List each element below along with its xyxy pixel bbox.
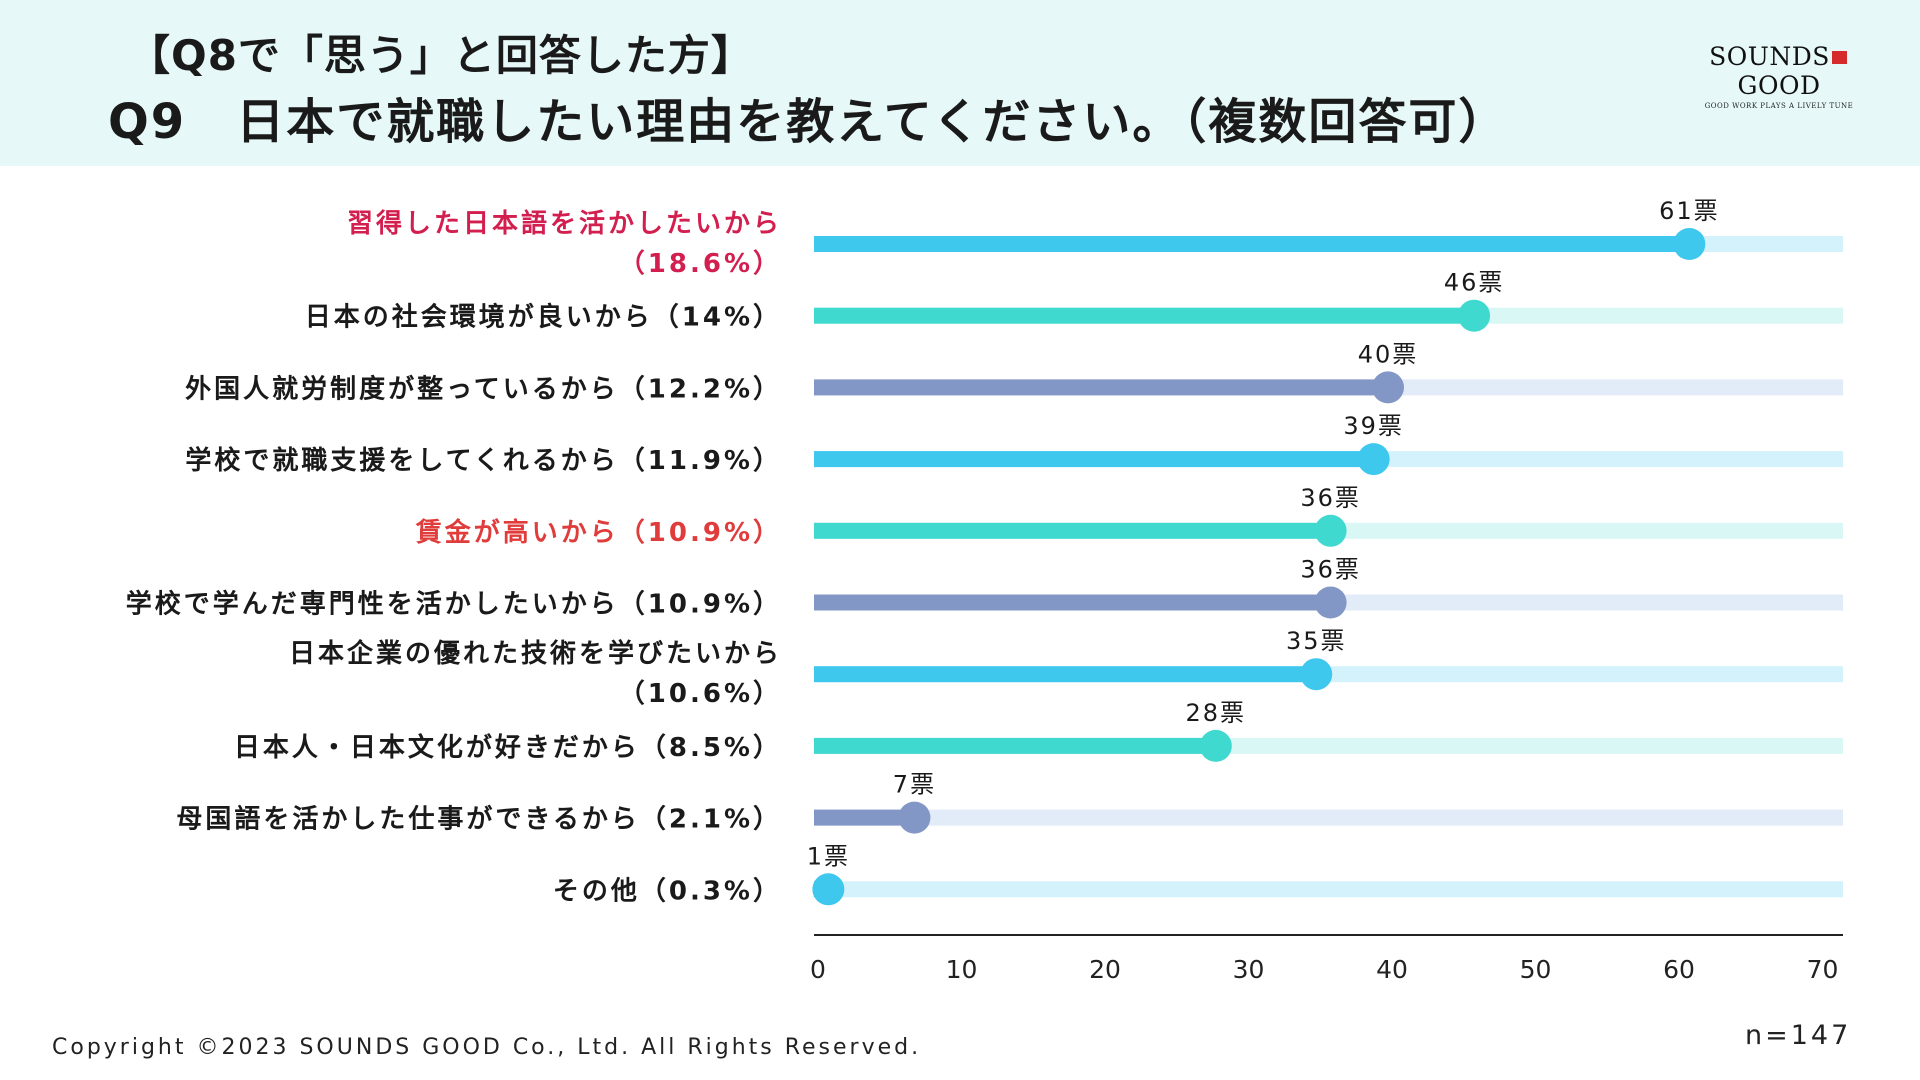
bar-end-marker — [1372, 371, 1404, 404]
category-label: 学校で学んだ専門性を活かしたいから（10.9%） — [126, 589, 782, 620]
category-label: 日本人・日本文化が好きだから（8.5%） — [234, 732, 782, 763]
bar — [814, 809, 915, 826]
category-label: その他（0.3%） — [553, 876, 782, 906]
bar — [814, 307, 1475, 324]
data-label: 36票 — [1300, 484, 1361, 512]
x-tick-label: 60 — [1663, 955, 1695, 984]
bar-end-marker — [1300, 658, 1333, 691]
brand-logo: SOUNDSGOOD GOOD WORK PLAYS A LIVELY TUNE — [1668, 42, 1890, 110]
data-label: 35票 — [1286, 627, 1347, 655]
data-label: 46票 — [1444, 269, 1505, 297]
category-label: 学校で就職支援をしてくれるから（11.9%） — [185, 445, 782, 476]
category-label: 日本の社会環境が良いから（14%） — [305, 302, 782, 333]
bar-end-marker — [1673, 228, 1706, 260]
category-label: 外国人就労制度が整っているから（12.2%） — [185, 373, 782, 404]
bar-track — [814, 881, 1843, 898]
bar-end-marker — [1314, 586, 1347, 619]
category-label: 日本企業の優れた技術を学びたいから — [289, 638, 782, 669]
data-label: 39票 — [1343, 412, 1404, 440]
logo-mark-icon — [1831, 51, 1847, 64]
data-label: 28票 — [1186, 699, 1247, 727]
bar — [814, 594, 1331, 611]
logo-tagline: GOOD WORK PLAYS A LIVELY TUNE — [1704, 102, 1854, 110]
bar — [814, 451, 1374, 468]
x-tick-label: 70 — [1807, 955, 1839, 984]
bar-end-marker — [1199, 729, 1232, 762]
data-label: 61票 — [1659, 197, 1720, 225]
x-tick-label: 10 — [946, 955, 978, 984]
logo-text-left: SOUNDS — [1709, 42, 1830, 71]
x-tick-label: 30 — [1233, 955, 1265, 984]
copyright-text: Copyright ©2023 SOUNDS GOOD Co., Ltd. Al… — [52, 1035, 922, 1060]
x-tick-label: 50 — [1520, 955, 1552, 984]
category-label: 母国語を活かした仕事ができるから（2.1%） — [176, 804, 782, 835]
category-label: 習得した日本語を活かしたいから — [347, 208, 782, 239]
data-label: 36票 — [1300, 556, 1361, 584]
bar-end-marker — [898, 801, 931, 834]
bar-end-marker — [1314, 514, 1347, 547]
bar — [814, 737, 1216, 754]
bar-end-marker — [1458, 299, 1491, 332]
logo-text-right: GOOD — [1737, 71, 1821, 100]
bar — [814, 666, 1317, 683]
x-tick-label: 40 — [1376, 955, 1408, 984]
category-label: 賃金が高いから（10.9%） — [415, 517, 782, 548]
data-label: 40票 — [1358, 340, 1419, 368]
x-tick-label: 20 — [1089, 955, 1121, 984]
category-label-line2: （10.6%） — [619, 679, 782, 709]
bar-chart: 61票 習得した日本語を活かしたいから （18.6%） 46票日本の社会環境が良いから… — [126, 197, 1843, 984]
data-label: 7票 — [893, 771, 936, 799]
data-label: 1票 — [807, 842, 850, 870]
page-title: Q9 日本で就職したい理由を教えてください。（複数回答可） — [108, 94, 1509, 150]
category-label-line2: （18.6%） — [619, 249, 782, 279]
bar — [814, 522, 1331, 539]
page-subtitle: 【Q8で「思う」と回答した方】 — [128, 31, 754, 80]
bar-end-marker — [812, 873, 845, 906]
sample-size: n=147 — [1745, 1020, 1852, 1051]
bar — [814, 236, 1690, 252]
bar-end-marker — [1357, 443, 1390, 476]
x-tick-label: 0 — [810, 955, 826, 984]
bar — [814, 379, 1388, 396]
header-band: 【Q8で「思う」と回答した方】 Q9 日本で就職したい理由を教えてください。（複… — [0, 0, 1920, 166]
bar-track — [814, 809, 1843, 826]
